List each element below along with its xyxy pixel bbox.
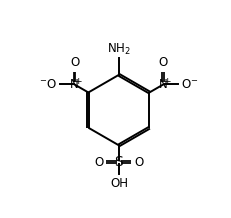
- Text: O: O: [94, 156, 103, 169]
- Text: +: +: [162, 77, 170, 86]
- Text: O$^{-}$: O$^{-}$: [180, 78, 198, 91]
- Text: $^{-}$O: $^{-}$O: [39, 78, 57, 91]
- Text: NH$_2$: NH$_2$: [106, 42, 130, 57]
- Text: S: S: [114, 155, 123, 169]
- Text: O: O: [70, 56, 79, 69]
- Text: +: +: [74, 77, 82, 86]
- Text: O: O: [158, 56, 167, 69]
- Text: N: N: [158, 78, 167, 91]
- Text: N: N: [70, 78, 79, 91]
- Text: O: O: [134, 156, 143, 169]
- Text: OH: OH: [109, 177, 127, 190]
